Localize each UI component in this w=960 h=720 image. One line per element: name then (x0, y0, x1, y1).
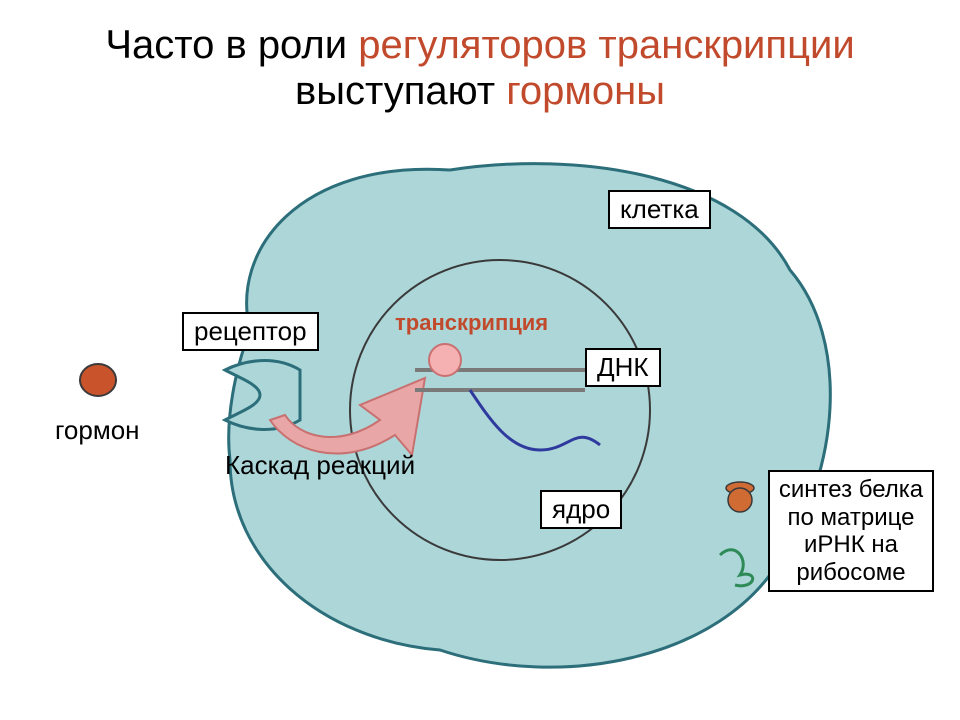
hormone-shape (80, 364, 116, 396)
cell-label-box: клетка (608, 190, 711, 229)
nucleus-label-box: ядро (540, 490, 622, 529)
synthesis-label-box: синтез белка по матрице иРНК на рибосоме (768, 470, 934, 592)
ribosome-body (728, 488, 752, 512)
dna-label-box: ДНК (585, 348, 661, 387)
polymerase-shape (429, 344, 461, 376)
cascade-label: Каскад реакций (225, 450, 415, 481)
transcription-label: транскрипция (395, 310, 548, 336)
cell-diagram (0, 0, 960, 720)
receptor-label-box: рецептор (182, 312, 319, 351)
hormone-label: гормон (55, 415, 140, 446)
stage: Часто в роли регуляторов транскрипции вы… (0, 0, 960, 720)
